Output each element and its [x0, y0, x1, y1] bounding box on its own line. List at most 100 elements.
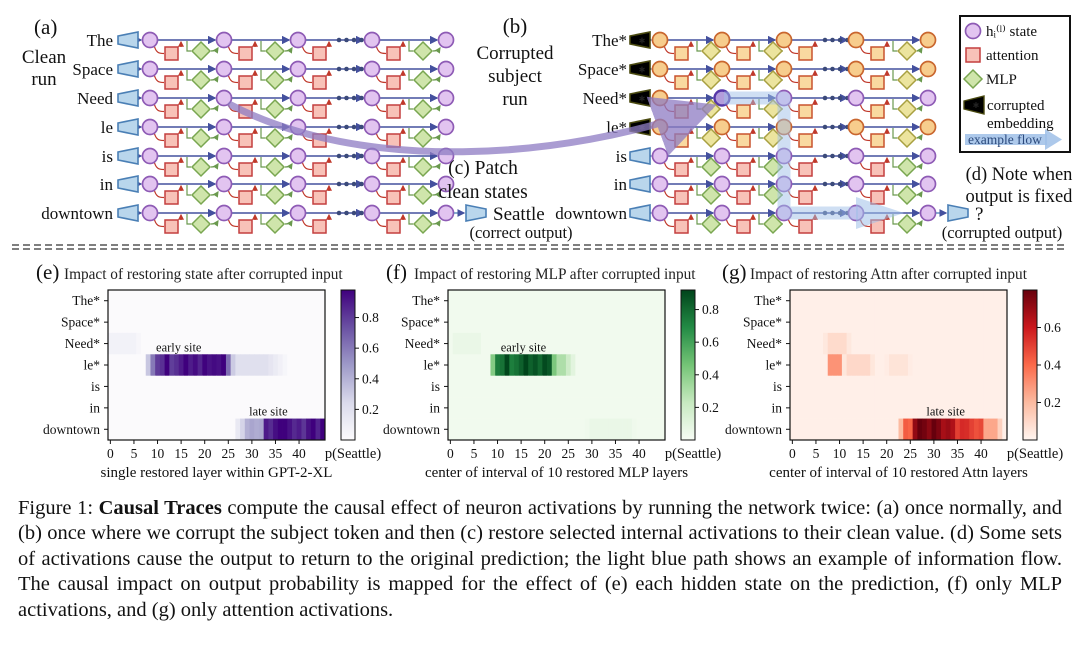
- output-label: ?: [975, 204, 983, 225]
- heatmap-cell: [889, 290, 895, 312]
- heatmap-cell: [598, 332, 605, 355]
- heatmap-cell: [169, 311, 175, 334]
- heatmap-cell: [202, 311, 208, 334]
- heatmap-cell: [183, 375, 189, 398]
- corrupted-state-circle: [847, 60, 865, 78]
- heatmap-cell: [155, 354, 161, 377]
- layer-dots: [822, 181, 828, 187]
- heatmap-cell: [818, 354, 824, 377]
- heatmap-cell: [917, 397, 923, 419]
- heatmap-cell: [978, 354, 984, 377]
- mlp-diamond: [700, 40, 722, 62]
- mlp-in-path: [186, 214, 191, 225]
- heatmap-cell: [509, 375, 515, 398]
- mlp-out-path: [916, 105, 923, 112]
- heatmap-cell: [917, 290, 923, 312]
- y-tick-label: downtown: [383, 422, 440, 437]
- heatmap-cell: [926, 311, 932, 334]
- heatmap-cell: [277, 418, 283, 441]
- heatmap-cell: [926, 332, 932, 355]
- embedding-trapezoid: [629, 175, 651, 193]
- heatmap-cell: [851, 418, 857, 441]
- heatmap-cell: [874, 290, 881, 312]
- attention-square: [164, 104, 179, 119]
- heatmap-cell: [794, 332, 800, 355]
- heatmap-cell: [296, 375, 302, 398]
- heatmap-cell: [282, 397, 288, 419]
- heatmap-cell: [174, 354, 180, 377]
- heatmap-cell: [912, 354, 918, 377]
- hidden-state-circle: [141, 204, 159, 222]
- heatmap-cell: [207, 354, 213, 377]
- legend-label: corrupted: [987, 98, 1045, 114]
- heatmap-cell: [959, 311, 965, 334]
- heatmap-cell: [893, 397, 899, 419]
- heatmap-cell: [207, 418, 213, 441]
- heatmap-cell: [188, 290, 194, 312]
- heatmap-cell: [988, 332, 994, 355]
- heatmap-cell: [851, 375, 857, 398]
- hidden-state-circle: [289, 89, 307, 107]
- hidden-state-circle: [215, 175, 233, 193]
- heatmap-cell: [466, 290, 472, 312]
- heatmap-cell: [164, 290, 170, 312]
- heatmap-cell: [575, 290, 581, 312]
- heatmap-cell: [827, 290, 833, 312]
- heatmap-cell: [794, 397, 800, 419]
- heatmap-cell: [291, 375, 298, 398]
- heatmap-cell: [235, 311, 241, 334]
- mlp-out-path: [284, 105, 293, 112]
- heatmap-cell: [296, 397, 302, 419]
- attention-square: [312, 219, 327, 234]
- heatmap-cell: [936, 418, 942, 441]
- heatmap-cell: [537, 375, 543, 398]
- heatmap-cell: [282, 418, 288, 441]
- heatmap-cell: [282, 290, 288, 312]
- mlp-out-path: [432, 191, 441, 198]
- hidden-state-circle: [847, 147, 865, 165]
- heatmap-cell: [126, 354, 132, 377]
- attention-square: [870, 75, 885, 90]
- heatmap-cell: [301, 418, 307, 441]
- heatmap-cell: [141, 332, 147, 355]
- heatmap-cell: [660, 311, 666, 334]
- mlp-diamond: [762, 213, 784, 235]
- heatmap-cell: [282, 375, 288, 398]
- heatmap-cell: [178, 418, 184, 441]
- mlp-in-path: [758, 157, 763, 168]
- heatmap-cell: [235, 418, 241, 441]
- heatmap-cell: [641, 290, 647, 312]
- heatmap-cell: [978, 332, 984, 355]
- hidden-state-circle: [141, 89, 159, 107]
- heatmap-cell: [641, 311, 647, 334]
- heatmap-cell: [277, 332, 283, 355]
- heatmap-cell: [462, 354, 468, 377]
- mlp-diamond: [412, 98, 434, 120]
- heatmap-cell: [884, 354, 890, 377]
- mlp-in-path: [892, 128, 897, 139]
- corrupted-star-icon: ✱: [639, 37, 646, 46]
- heatmap-cell: [580, 354, 586, 377]
- heatmap-cell: [608, 418, 614, 441]
- heatmap-cell: [320, 375, 326, 398]
- heatmap-cell: [542, 418, 548, 441]
- heatmap-cell: [790, 397, 796, 419]
- heatmap-cell: [650, 290, 656, 312]
- mlp-diamond: [190, 40, 212, 62]
- heatmap-cell: [794, 290, 800, 312]
- heatmap-cell: [235, 397, 241, 419]
- heatmap-cell: [457, 311, 463, 334]
- mlp-in-path: [758, 70, 763, 81]
- heatmap-cell: [964, 397, 970, 419]
- heatmap-cell: [636, 332, 642, 355]
- heatmap-cell: [813, 397, 819, 419]
- heatmap-cell: [992, 354, 998, 377]
- token-label: Need*: [583, 89, 627, 108]
- heatmap-cell: [197, 332, 203, 355]
- heatmap-cell: [556, 332, 562, 355]
- heatmap-cell: [580, 290, 586, 312]
- heatmap-cell: [178, 290, 184, 312]
- caption-body: compute the causal effect of neuron acti…: [18, 497, 1063, 621]
- heatmap-cell: [903, 354, 909, 377]
- mlp-out-path: [210, 220, 219, 227]
